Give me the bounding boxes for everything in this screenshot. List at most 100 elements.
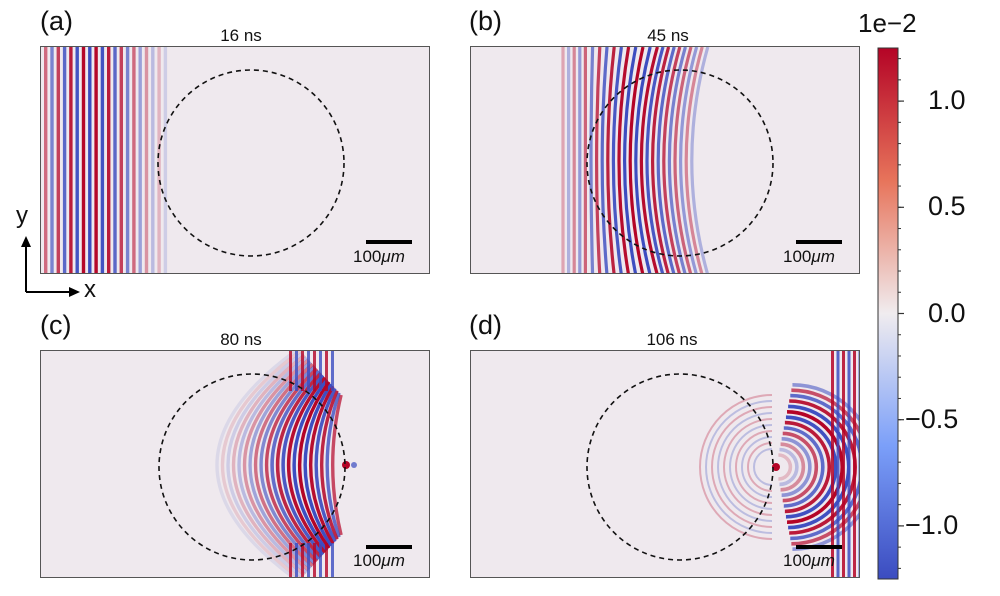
wavefront-band (287, 376, 327, 554)
wavefront-band (248, 360, 312, 570)
wavefront-band (281, 374, 325, 556)
inclusion-circle (157, 69, 345, 257)
colorbar-tick-label: 0.5 (928, 191, 966, 222)
wavefront-band (292, 378, 329, 552)
wavefront-band (264, 367, 318, 563)
wavefront-band (231, 354, 306, 576)
wavefront-band (132, 47, 136, 273)
focus-spot (351, 462, 357, 468)
panel-c-scalebar-label: 100μm (353, 551, 405, 570)
wavefront-band (782, 431, 819, 503)
panel-c-label: (c) (40, 310, 72, 340)
wavefront-band (781, 437, 812, 497)
panel-a-scalebar (366, 240, 412, 244)
wavefront-band (705, 400, 773, 534)
wavefront-band (589, 47, 595, 273)
panel-c-heatmap (40, 350, 430, 578)
wavefront-band (784, 420, 832, 514)
wavefront-band (319, 543, 322, 577)
wavefront-band (673, 47, 693, 273)
wavefront-band (847, 351, 851, 577)
wavefront-band (163, 47, 168, 273)
panel-a-heatmap (40, 46, 430, 274)
wavefront-band (215, 351, 299, 577)
wavefront-band (331, 351, 334, 391)
inclusion-circle (158, 373, 346, 561)
wavefront-band (783, 426, 825, 508)
wavefront-band (69, 47, 73, 273)
wavefront-band (144, 47, 149, 273)
panel-c-wavefield (158, 351, 357, 577)
wavefront-band (842, 351, 845, 577)
panel-a-scalebar-label: 100μm (353, 247, 405, 266)
wavefront-band (226, 351, 304, 577)
wavefront-band (295, 351, 298, 391)
wavefront-band (50, 47, 54, 273)
wavefront-band (595, 47, 602, 273)
wavefront-band (301, 351, 304, 391)
wavefront-band (151, 47, 155, 273)
wavefront-band (858, 351, 859, 577)
x-axis-label: x (84, 276, 96, 303)
wavefront-band (301, 543, 304, 577)
wavefront-band (684, 47, 704, 273)
wavefront-band (778, 453, 793, 481)
wavefront-band (790, 393, 859, 541)
panel-b-label: (b) (469, 6, 502, 36)
wavefront-band (259, 365, 316, 565)
wavefront-band (242, 358, 310, 572)
wavefront-band (319, 351, 322, 391)
panel-a-wavefield (44, 47, 345, 273)
wavefront-band (780, 442, 806, 492)
focus-spot (342, 461, 350, 469)
panel-a-label: (a) (40, 6, 73, 36)
wavefront-band (729, 424, 773, 510)
wavefront-band (325, 351, 328, 391)
wavefront-band (270, 369, 320, 561)
panel-b-scalebar-label: 100μm (783, 247, 835, 266)
wavefront-band (662, 47, 682, 273)
wavefront-band (717, 412, 773, 522)
wavefront-band (125, 47, 130, 273)
wavefront-band (254, 362, 314, 568)
wavefront-band (221, 351, 302, 577)
panel-d-heatmap (470, 350, 860, 578)
panel-b-time: 45 ns (647, 26, 689, 45)
wavefront-band (307, 543, 310, 577)
wavefront-band (606, 47, 616, 273)
wavefront-band (611, 47, 623, 273)
wavefront-band (831, 351, 834, 577)
panel-d-label: (d) (469, 310, 502, 340)
wavefront-band (275, 371, 323, 559)
wavefront-band (138, 47, 142, 273)
panel-b-scalebar (796, 240, 842, 244)
wavefront-band (836, 351, 840, 577)
panel-b-wavefield (561, 47, 774, 273)
wavefront-band (634, 47, 652, 273)
x-arrow-head (69, 287, 80, 297)
colorbar-tick-label: 0.0 (928, 297, 966, 328)
wavefront-band (690, 47, 710, 273)
wavefront-band (44, 47, 48, 273)
wavefront-band (753, 448, 773, 486)
wavefront-band (100, 47, 105, 273)
wavefront-band (792, 383, 859, 551)
wavefront-band (711, 406, 773, 528)
y-axis-label: y (16, 202, 28, 229)
wavefront-band (56, 47, 60, 273)
wavefront-band (94, 47, 98, 273)
wavefront-band (779, 447, 799, 487)
wavefront-band (645, 47, 665, 273)
wavefront-band (113, 47, 117, 273)
wavefront-band (295, 543, 298, 577)
wavefront-band (119, 47, 123, 273)
wavefront-band (314, 387, 337, 543)
inclusion-circle (586, 69, 774, 257)
wavefront-band (735, 430, 773, 504)
wavefront-band (331, 394, 343, 536)
colorbar-tick-label: 1.0 (928, 85, 966, 116)
panel-c-scalebar (366, 545, 412, 549)
wavefront-band (157, 47, 161, 273)
y-arrow-head (21, 236, 31, 247)
wavefront-band (307, 351, 310, 391)
